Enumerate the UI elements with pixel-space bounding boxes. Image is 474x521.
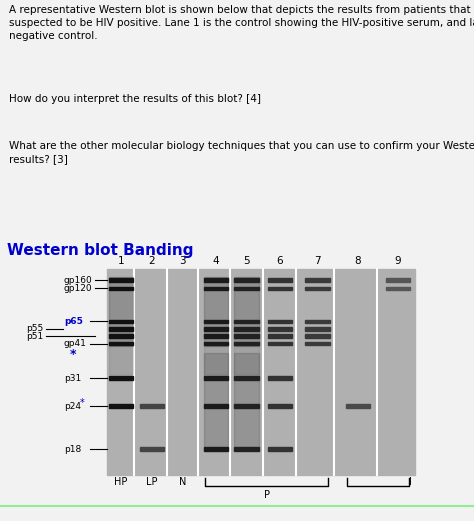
- Bar: [234, 345, 259, 374]
- Bar: [109, 278, 133, 282]
- Bar: [267, 287, 292, 290]
- Text: How do you interpret the results of this blot? [4]: How do you interpret the results of this…: [9, 94, 262, 104]
- Bar: [305, 320, 329, 323]
- Bar: [203, 448, 228, 451]
- Bar: [234, 376, 259, 380]
- Bar: [267, 278, 292, 282]
- Bar: [109, 320, 133, 323]
- Bar: [234, 287, 259, 290]
- Bar: [386, 287, 410, 290]
- Bar: [109, 334, 133, 338]
- Text: 3: 3: [179, 256, 186, 266]
- Bar: [140, 404, 164, 408]
- Bar: [346, 404, 370, 408]
- Bar: [203, 287, 228, 290]
- Bar: [109, 376, 133, 380]
- Bar: [267, 327, 292, 331]
- Text: A representative Western blot is shown below that depicts the results from patie: A representative Western blot is shown b…: [9, 5, 474, 41]
- Bar: [305, 278, 329, 282]
- Text: p18: p18: [64, 445, 81, 454]
- Bar: [267, 342, 292, 345]
- Text: 7: 7: [314, 256, 321, 266]
- Text: I: I: [409, 477, 411, 487]
- Bar: [203, 277, 228, 346]
- Bar: [203, 327, 228, 331]
- Text: p31: p31: [64, 374, 81, 382]
- Bar: [140, 448, 164, 451]
- Bar: [107, 269, 415, 475]
- Text: p24: p24: [64, 402, 81, 411]
- Bar: [267, 448, 292, 451]
- Bar: [234, 278, 259, 282]
- Bar: [305, 334, 329, 338]
- Bar: [267, 320, 292, 323]
- Text: *: *: [70, 348, 77, 361]
- Bar: [203, 353, 228, 450]
- Text: gp160: gp160: [64, 276, 93, 284]
- Bar: [203, 334, 228, 338]
- Bar: [203, 345, 228, 374]
- Bar: [109, 345, 133, 374]
- Text: *: *: [80, 398, 85, 408]
- Text: 4: 4: [212, 256, 219, 266]
- Bar: [109, 342, 133, 345]
- Bar: [234, 277, 259, 346]
- Bar: [109, 404, 133, 408]
- Bar: [234, 334, 259, 338]
- Text: 5: 5: [243, 256, 250, 266]
- Bar: [109, 277, 133, 346]
- Text: p51: p51: [26, 331, 43, 341]
- Text: gp41: gp41: [64, 339, 87, 348]
- Text: 9: 9: [395, 256, 401, 266]
- Text: 6: 6: [276, 256, 283, 266]
- Text: 1: 1: [118, 256, 124, 266]
- Bar: [234, 327, 259, 331]
- Text: gp120: gp120: [64, 284, 92, 293]
- Text: 2: 2: [148, 256, 155, 266]
- Bar: [305, 287, 329, 290]
- Text: N: N: [179, 477, 186, 487]
- Text: 8: 8: [355, 256, 361, 266]
- Bar: [203, 404, 228, 408]
- Bar: [234, 448, 259, 451]
- Bar: [203, 376, 228, 380]
- Text: P: P: [264, 490, 270, 500]
- Text: p55: p55: [26, 325, 43, 333]
- Bar: [234, 404, 259, 408]
- Text: What are the other molecular biology techniques that you can use to confirm your: What are the other molecular biology tec…: [9, 141, 474, 164]
- Text: LP: LP: [146, 477, 157, 487]
- Bar: [267, 376, 292, 380]
- Bar: [305, 342, 329, 345]
- Text: Western blot Banding: Western blot Banding: [7, 243, 193, 258]
- Bar: [305, 327, 329, 331]
- Bar: [203, 320, 228, 323]
- Bar: [109, 287, 133, 290]
- Bar: [203, 278, 228, 282]
- Bar: [267, 404, 292, 408]
- Bar: [234, 320, 259, 323]
- Bar: [109, 327, 133, 331]
- Text: HP: HP: [114, 477, 128, 487]
- Bar: [386, 278, 410, 282]
- Bar: [234, 353, 259, 450]
- Bar: [267, 334, 292, 338]
- Bar: [234, 342, 259, 345]
- Bar: [203, 342, 228, 345]
- Text: p65: p65: [64, 317, 83, 326]
